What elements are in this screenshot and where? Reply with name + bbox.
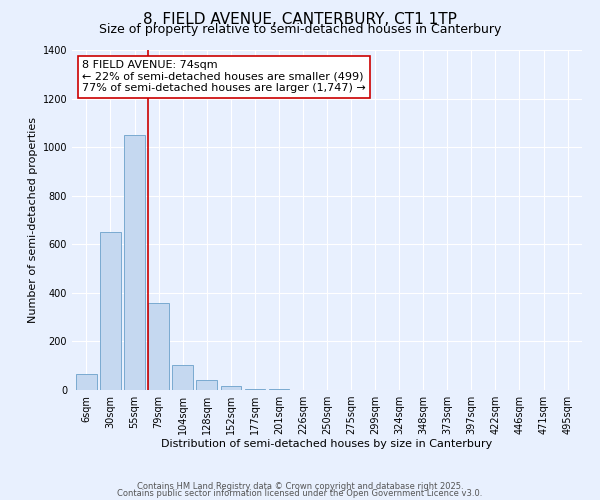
Bar bbox=[76, 374, 97, 390]
Text: Size of property relative to semi-detached houses in Canterbury: Size of property relative to semi-detach… bbox=[99, 22, 501, 36]
Text: 8 FIELD AVENUE: 74sqm
← 22% of semi-detached houses are smaller (499)
77% of sem: 8 FIELD AVENUE: 74sqm ← 22% of semi-deta… bbox=[82, 60, 366, 94]
Bar bbox=[221, 386, 241, 390]
Text: Contains HM Land Registry data © Crown copyright and database right 2025.: Contains HM Land Registry data © Crown c… bbox=[137, 482, 463, 491]
Bar bbox=[245, 389, 265, 390]
Y-axis label: Number of semi-detached properties: Number of semi-detached properties bbox=[28, 117, 38, 323]
Bar bbox=[196, 380, 217, 390]
Bar bbox=[172, 364, 193, 390]
Bar bbox=[148, 302, 169, 390]
Text: 8, FIELD AVENUE, CANTERBURY, CT1 1TP: 8, FIELD AVENUE, CANTERBURY, CT1 1TP bbox=[143, 12, 457, 28]
Bar bbox=[124, 135, 145, 390]
Bar bbox=[100, 232, 121, 390]
X-axis label: Distribution of semi-detached houses by size in Canterbury: Distribution of semi-detached houses by … bbox=[161, 438, 493, 448]
Text: Contains public sector information licensed under the Open Government Licence v3: Contains public sector information licen… bbox=[118, 489, 482, 498]
